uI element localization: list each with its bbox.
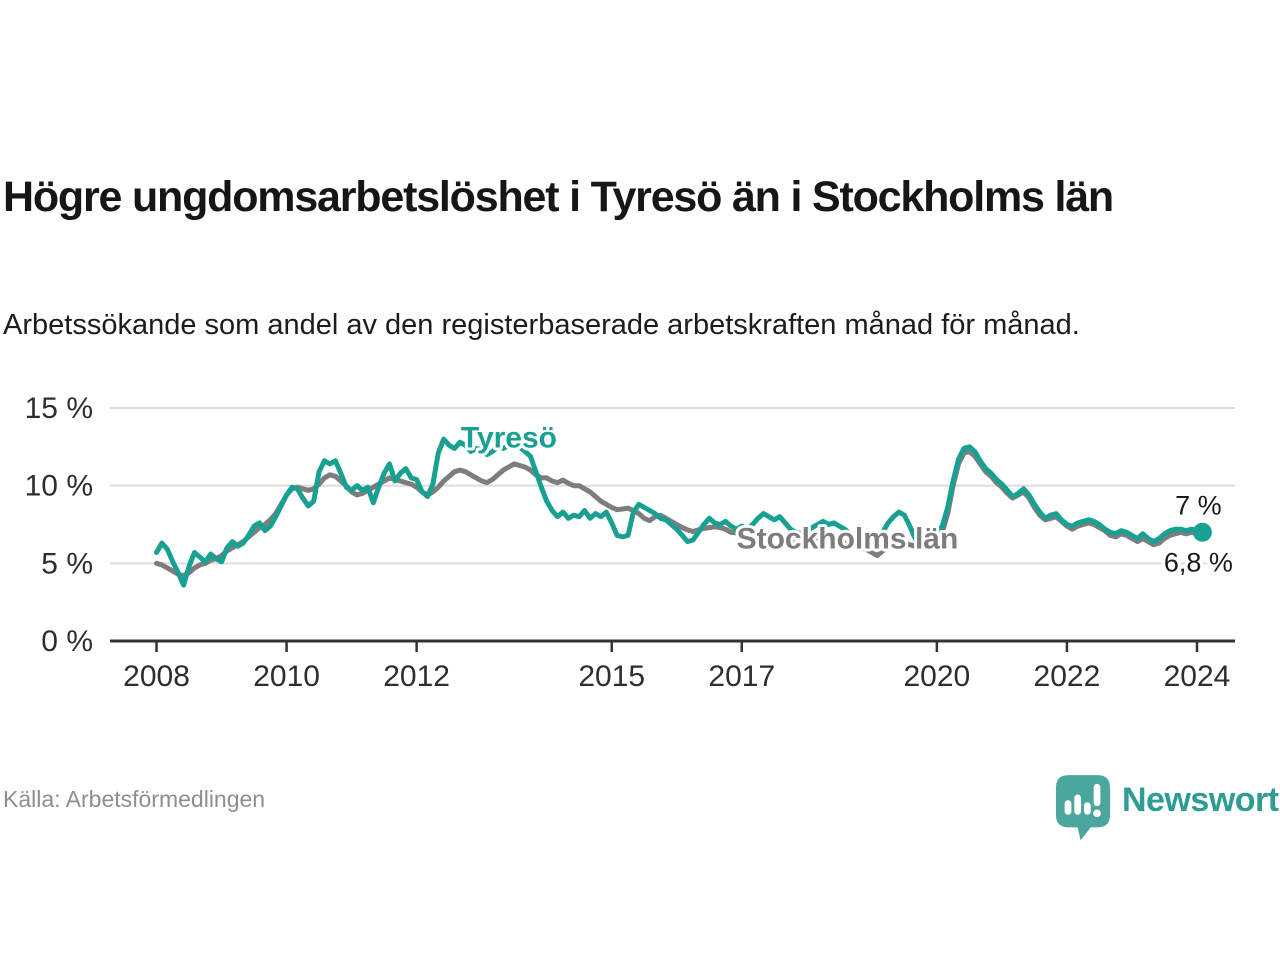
series-label-stockholms-l-n: Stockholms län — [737, 523, 959, 556]
logo-exclamation-stem — [1093, 783, 1101, 807]
x-tick-label: 2010 — [253, 660, 320, 693]
series-end-dot — [1192, 522, 1212, 542]
x-tick-label: 2022 — [1034, 660, 1101, 693]
newsworthy-logo-icon — [1055, 775, 1111, 841]
unemployment-line-chart: 2008 2010 2012 2015 2017 2020 2022 2024 0 % 5 % 10… — [0, 388, 1280, 708]
chart-title: Högre ungdomsarbetslöshet i Tyresö än i … — [3, 172, 1114, 221]
series-line-tyres- — [154, 436, 1205, 588]
x-tick-label: 2017 — [708, 660, 775, 693]
logo-bar-1 — [1064, 800, 1072, 815]
newsworthy-logo-text: Newsworthy — [1122, 781, 1280, 819]
series-label-tyres-: Tyresö — [461, 422, 557, 455]
x-tick-label: 2012 — [383, 660, 450, 693]
y-tick-label: 15 % — [25, 392, 93, 425]
y-tick-label: 5 % — [41, 547, 93, 580]
x-tick-label: 2024 — [1164, 660, 1231, 693]
x-tick-label: 2020 — [903, 660, 970, 693]
y-tick-label: 10 % — [25, 470, 93, 503]
logo-bar-2 — [1074, 794, 1082, 815]
chart-canvas: 2008 2010 2012 2015 2017 2020 2022 2024 0 % 5 % 10… — [25, 392, 1237, 693]
chart-subtitle: Arbetssökande som andel av den registerb… — [3, 309, 1080, 341]
series-line-stockholms-l-n — [154, 449, 1205, 579]
source-note: Källa: Arbetsförmedlingen — [3, 786, 266, 812]
y-tick-label: 0 % — [41, 625, 93, 658]
speech-bubble-shape — [1055, 775, 1111, 841]
logo-exclamation-dot — [1093, 809, 1101, 818]
end-value-label: 6,8 % — [1164, 547, 1233, 577]
logo-bar-3 — [1083, 802, 1091, 815]
newsworthy-logo: Newsworthy — [1054, 773, 1280, 843]
end-value-label: 7 % — [1175, 490, 1222, 520]
x-tick-label: 2015 — [578, 660, 645, 693]
x-tick-label: 2008 — [123, 660, 190, 693]
